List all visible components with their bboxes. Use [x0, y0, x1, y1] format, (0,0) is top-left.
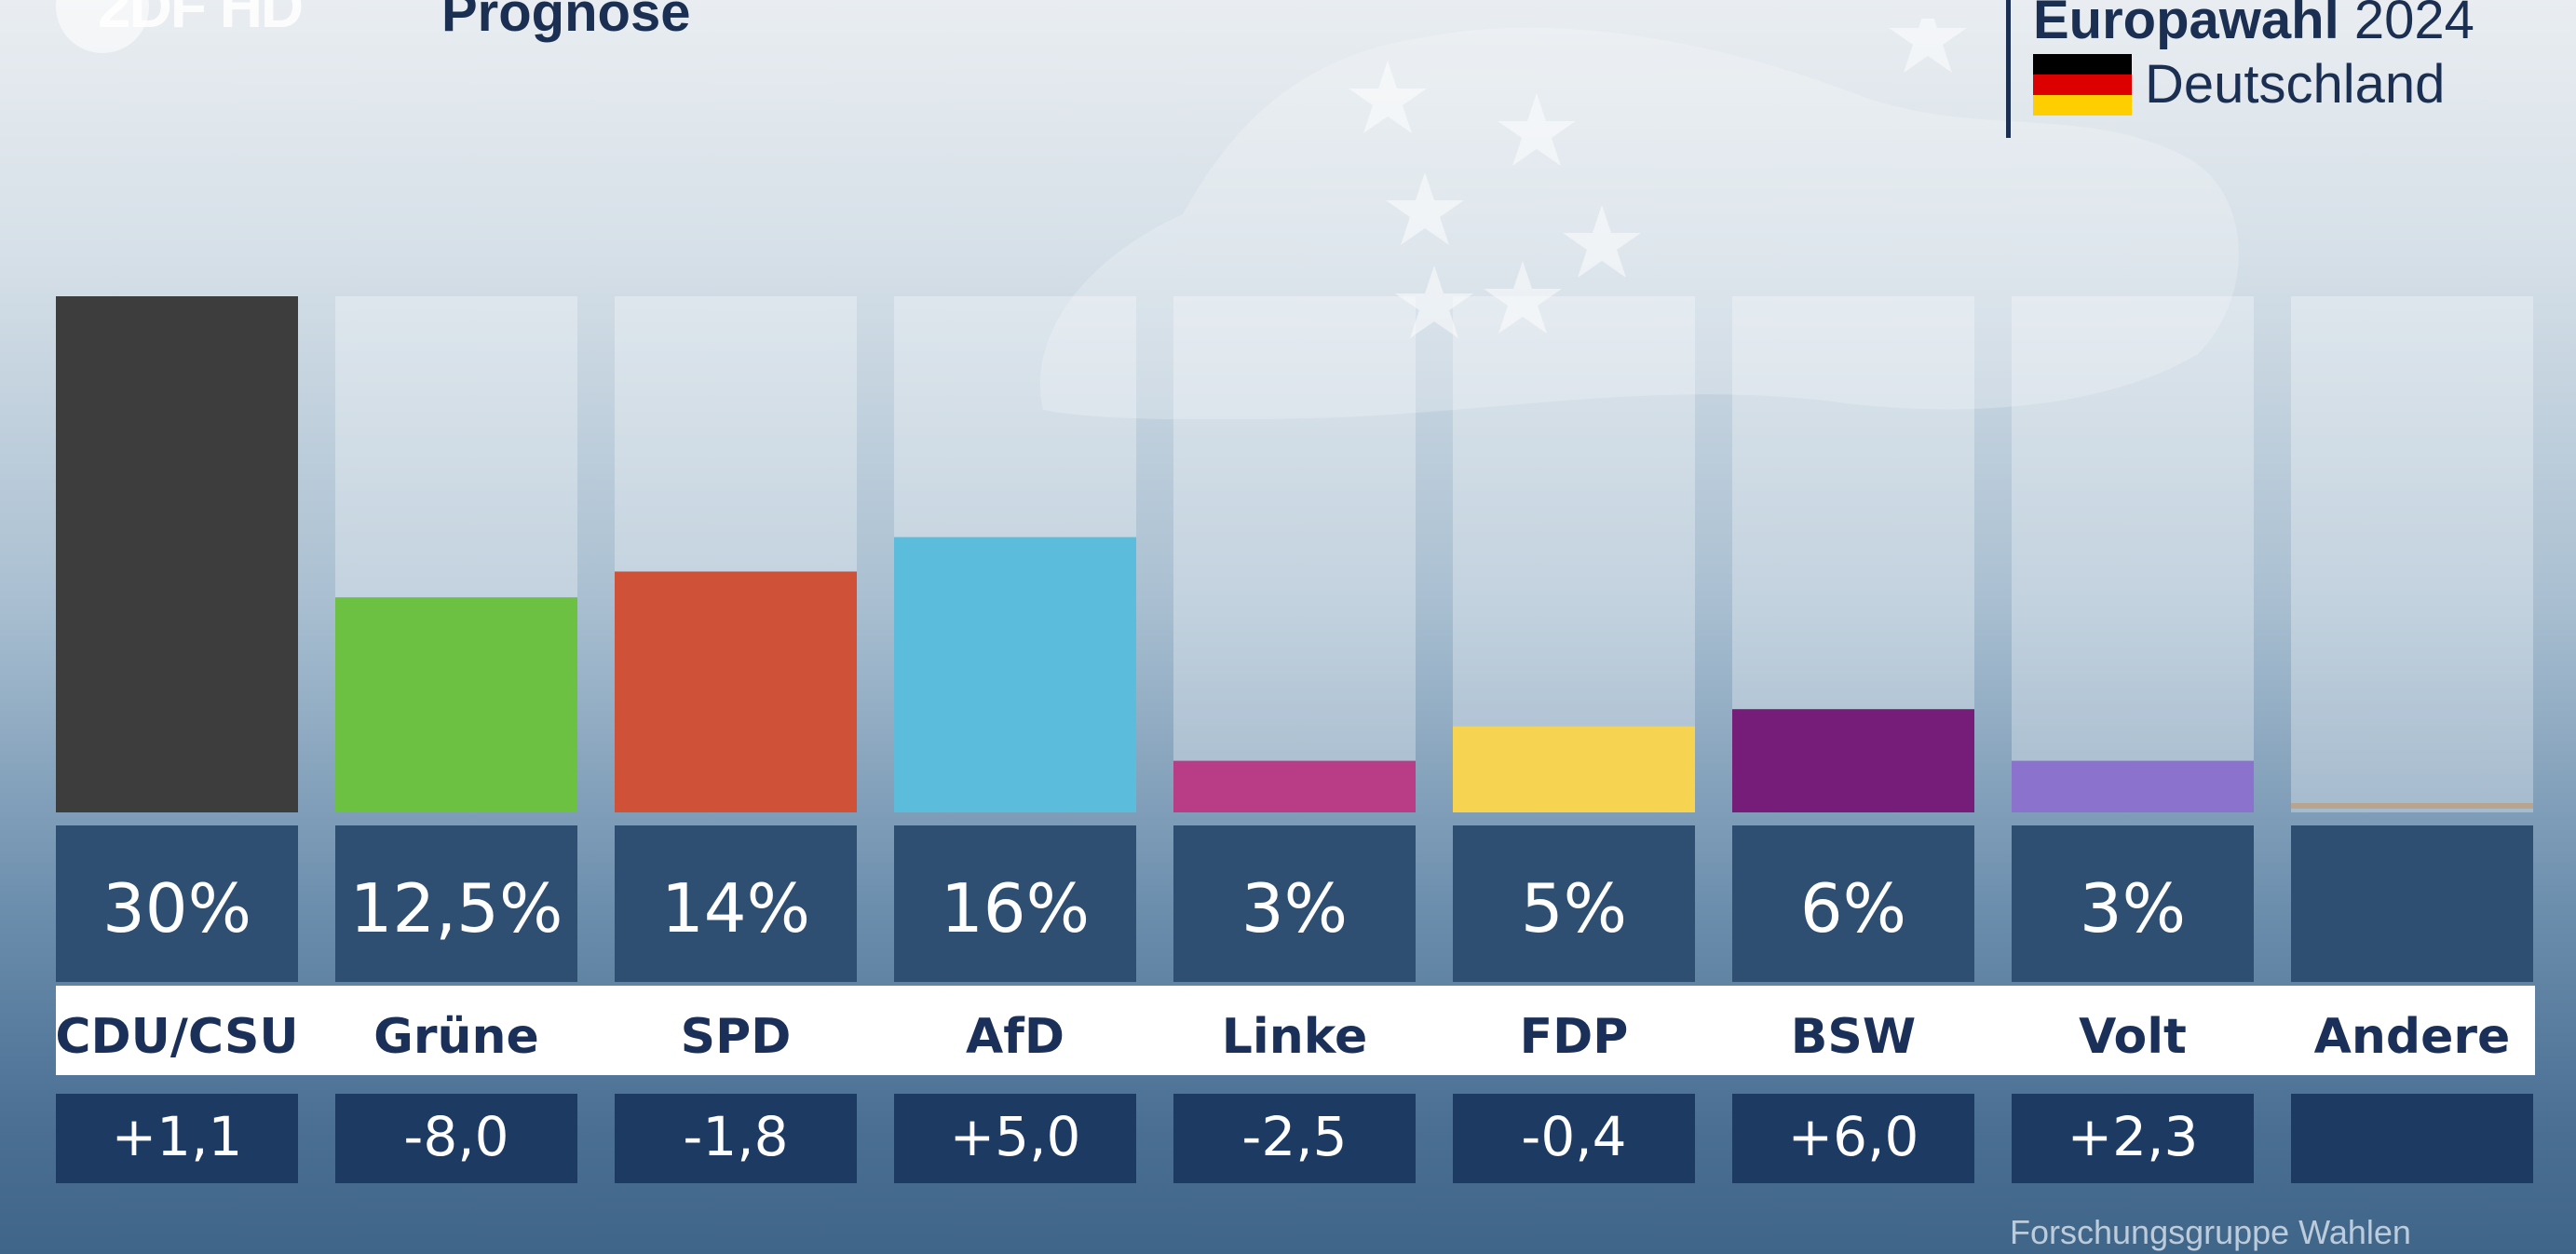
value-box-bsw: [1732, 825, 1974, 982]
bar-andere: [2291, 803, 2533, 809]
value-box-andere: [2291, 825, 2533, 982]
value-box-volt: [2012, 825, 2254, 982]
bar-fdp: [1453, 726, 1695, 812]
party-label-cdu-csu: CDU/CSU: [55, 1009, 298, 1065]
value-boxes: 30% 12,5% 14% 16% 3% 5% 6% 3%: [56, 825, 2533, 982]
change-label-volt: +2,3: [2068, 1105, 2199, 1168]
party-label-gr-ne: Grüne: [373, 1009, 539, 1065]
value-box-linke: [1173, 825, 1416, 982]
party-label-fdp: FDP: [1520, 1009, 1629, 1065]
value-label-fdp: 5%: [1521, 869, 1627, 947]
party-label-afd: AfD: [966, 1009, 1064, 1065]
election-title: Europawahl 2024: [2033, 0, 2474, 52]
country-row: Deutschland: [2033, 54, 2474, 116]
value-box-fdp: [1453, 825, 1695, 982]
election-header: Europawahl 2024 Deutschland: [2006, 0, 2474, 138]
election-name: Europawahl: [2033, 0, 2339, 50]
change-label-bsw: +6,0: [1788, 1105, 1919, 1168]
change-label-afd: +5,0: [950, 1105, 1081, 1168]
value-label-gr-ne: 12,5%: [350, 869, 563, 947]
page-title: Prognose: [441, 0, 691, 43]
source-credit: Forschungsgruppe Wahlen: [2010, 1213, 2411, 1251]
bar-track-volt: [2012, 296, 2254, 812]
change-box-linke: [1173, 1094, 1416, 1183]
bar-track-linke: [1173, 296, 1416, 812]
change-box-gr-ne: [335, 1094, 577, 1183]
country-name: Deutschland: [2145, 54, 2446, 115]
value-box-cdu-csu: [56, 825, 298, 982]
party-label-andere: Andere: [2314, 1009, 2511, 1065]
value-box-afd: [894, 825, 1136, 982]
change-box-andere: [2291, 1094, 2533, 1183]
bar-track-andere: [2291, 296, 2533, 812]
bar-linke: [1173, 760, 1416, 812]
flag-stripe-gold: [2033, 95, 2132, 116]
change-box-cdu-csu: [56, 1094, 298, 1183]
bar-gr-ne: [335, 597, 577, 812]
change-label-spd: -1,8: [683, 1105, 788, 1168]
value-box-spd: [615, 825, 857, 982]
change-box-fdp: [1453, 1094, 1695, 1183]
change-label-cdu-csu: +1,1: [112, 1105, 243, 1168]
change-box-spd: [615, 1094, 857, 1183]
bar-afd: [894, 537, 1136, 812]
party-label-spd: SPD: [681, 1009, 792, 1065]
change-box-afd: [894, 1094, 1136, 1183]
party-label-volt: Volt: [2079, 1009, 2187, 1065]
value-label-afd: 16%: [941, 869, 1090, 947]
flag-stripe-black: [2033, 54, 2132, 75]
value-box-gr-ne: [335, 825, 577, 982]
bar-bsw: [1732, 709, 1974, 812]
party-labels: CDU/CSU Grüne SPD AfD Linke FDP BSW Volt Andere: [55, 1009, 2510, 1065]
bars: [56, 296, 2533, 812]
election-year: 2024: [2353, 0, 2474, 50]
bar-spd: [615, 571, 857, 812]
bar-cdu-csu: [56, 296, 298, 812]
party-label-linke: Linke: [1222, 1009, 1367, 1065]
bar-volt: [2012, 760, 2254, 812]
change-label-gr-ne: -8,0: [403, 1105, 508, 1168]
germany-flag-icon: [2033, 54, 2132, 116]
value-label-bsw: 6%: [1800, 869, 1906, 947]
change-box-volt: [2012, 1094, 2254, 1183]
party-label-strip: [56, 986, 2535, 1075]
zdf-hd-logo: 2DF HD: [56, 0, 304, 53]
change-box-bsw: [1732, 1094, 1974, 1183]
change-label-linke: -2,5: [1241, 1105, 1347, 1168]
party-label-bsw: BSW: [1791, 1009, 1916, 1065]
zdf-logo-text: 2DF HD: [98, 0, 304, 40]
value-label-cdu-csu: 30%: [102, 869, 251, 947]
value-label-linke: 3%: [1241, 869, 1348, 947]
value-label-spd: 14%: [661, 869, 810, 947]
change-label-fdp: -0,4: [1521, 1105, 1626, 1168]
value-label-volt: 3%: [2080, 869, 2186, 947]
change-boxes: +1,1 -8,0 -1,8 +5,0 -2,5 -0,4 +6,0 +2,3: [56, 1094, 2533, 1183]
flag-stripe-red: [2033, 75, 2132, 95]
